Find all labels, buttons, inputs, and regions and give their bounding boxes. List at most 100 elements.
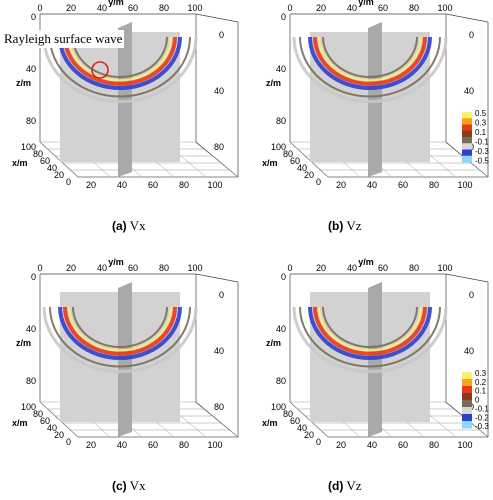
x-tick-label: 100 — [21, 402, 36, 412]
z-tick-label-left: 80 — [276, 116, 286, 126]
y-tick-label: 0 — [37, 3, 42, 13]
y-tick-label: 0 — [287, 263, 292, 273]
colorbar-segment — [462, 149, 472, 157]
caption-variable: Vz — [343, 218, 362, 233]
colorbar-tick-label: 0 — [475, 396, 480, 405]
x-tick-label: 0 — [66, 177, 71, 187]
caption-letter: (c) — [112, 479, 127, 493]
wavefront-band — [72, 306, 168, 348]
z-tick-label-left: 0 — [281, 272, 286, 282]
wavefront-band — [318, 306, 422, 352]
wavefront-band — [63, 36, 177, 86]
y-tick-label: 0 — [287, 3, 292, 13]
colorbar-tick-label: -0.1 — [475, 404, 489, 413]
panel-caption: (b) Vz — [328, 218, 362, 234]
x-tick-label: 80 — [283, 409, 293, 419]
wavefield — [292, 36, 448, 104]
colorbar-tick-label: 0.3 — [475, 369, 487, 378]
y-tick-label: 20 — [66, 263, 76, 273]
z-tick-label-left: 40 — [26, 324, 36, 334]
annotation-label: Rayleigh surface wave — [2, 30, 125, 48]
colorbar-segment — [462, 137, 472, 144]
bottom-tick-label: 40 — [367, 440, 377, 450]
y-tick-label: 100 — [187, 263, 202, 273]
colorbar-tick-label: 0.1 — [475, 128, 487, 137]
y-tick-label: 100 — [437, 263, 452, 273]
z-tick-label-left: 0 — [281, 12, 286, 22]
z-axis-label: z/m — [266, 338, 281, 348]
z-axis-label: z/m — [266, 78, 281, 88]
colorbar-tick-label: -0.5 — [475, 157, 489, 166]
bottom-tick-label: 80 — [429, 440, 439, 450]
colorbar-tick-label: 0.3 — [475, 119, 487, 128]
wavefront-band — [42, 306, 198, 374]
bottom-tick-label: 80 — [179, 440, 189, 450]
wavefront-band — [322, 36, 418, 78]
z-tick-label-left: 80 — [26, 376, 36, 386]
y-tick-label: 100 — [187, 3, 202, 13]
caption-variable: Vz — [343, 478, 362, 493]
wavefront-band — [68, 36, 172, 82]
x-tick-label: 100 — [21, 142, 36, 152]
x-tick-label: 80 — [283, 149, 293, 159]
x-tick-label: 60 — [290, 156, 300, 166]
x-tick-label: 0 — [316, 437, 321, 447]
colorbar-bottom: 0.30.20.10-0.1-0.2-0.3 — [462, 369, 489, 431]
colorbar-segment — [462, 393, 472, 401]
z-tick-label-right: 80 — [214, 402, 224, 412]
bottom-tick-label: 40 — [367, 180, 377, 190]
bottom-tick-label: 40 — [117, 180, 127, 190]
y-axis-label: y/m — [358, 257, 374, 267]
x-tick-label: 60 — [40, 416, 50, 426]
wavefront-band — [299, 36, 441, 98]
z-tick-label-left: 40 — [26, 64, 36, 74]
y-tick-label: 60 — [128, 3, 138, 13]
y-tick-label: 40 — [347, 3, 357, 13]
y-tick-label: 20 — [316, 263, 326, 273]
highlight-circle — [91, 61, 109, 79]
colorbar-tick-label: 0.2 — [475, 378, 487, 387]
z-tick-label-left: 80 — [26, 116, 36, 126]
wavefront-band — [313, 306, 427, 356]
wavefront-band — [72, 36, 168, 78]
bottom-tick-label: 40 — [117, 440, 127, 450]
x-tick-label: 60 — [290, 416, 300, 426]
colorbar-segment — [462, 143, 472, 150]
wavefield — [292, 306, 448, 374]
colorbar-tick-label: 0.5 — [475, 109, 487, 118]
y-tick-label: 60 — [378, 3, 388, 13]
wavefront-band — [292, 306, 448, 374]
y-tick-label: 80 — [159, 263, 169, 273]
y-tick-label: 100 — [437, 3, 452, 13]
z-tick-label-right: 80 — [214, 142, 224, 152]
y-tick-label: 20 — [66, 3, 76, 13]
z-tick-label-right: 0 — [219, 290, 224, 300]
panel-3d-plot: 020406080100y/m04080z/m04080100806040200… — [262, 257, 489, 450]
bottom-tick-label: 20 — [336, 440, 346, 450]
z-tick-label-right: 0 — [469, 290, 474, 300]
colorbar-tick-label: -0.3 — [475, 147, 489, 156]
bottom-tick-label: 60 — [148, 180, 158, 190]
y-axis-label: y/m — [108, 0, 124, 7]
bottom-tick-label: 80 — [179, 180, 189, 190]
bottom-tick-label: 100 — [207, 440, 222, 450]
wavefront-band — [292, 36, 448, 104]
y-axis-label: y/m — [108, 257, 124, 267]
z-tick-label-left: 0 — [31, 272, 36, 282]
x-tick-label: 20 — [54, 430, 64, 440]
bottom-tick-label: 100 — [457, 180, 472, 190]
wavefront-band — [68, 306, 172, 352]
bottom-tick-label: 100 — [457, 440, 472, 450]
bottom-tick-label: 60 — [398, 180, 408, 190]
z-tick-label-left: 0 — [31, 12, 36, 22]
wavefront-band — [49, 36, 191, 98]
x-axis-label: x/m — [262, 158, 278, 168]
colorbar-segment — [462, 124, 472, 132]
x-tick-label: 40 — [47, 163, 57, 173]
y-tick-label: 0 — [37, 263, 42, 273]
wavefield — [42, 36, 198, 104]
yz-slice — [368, 22, 382, 177]
colorbar-segment — [462, 386, 472, 394]
